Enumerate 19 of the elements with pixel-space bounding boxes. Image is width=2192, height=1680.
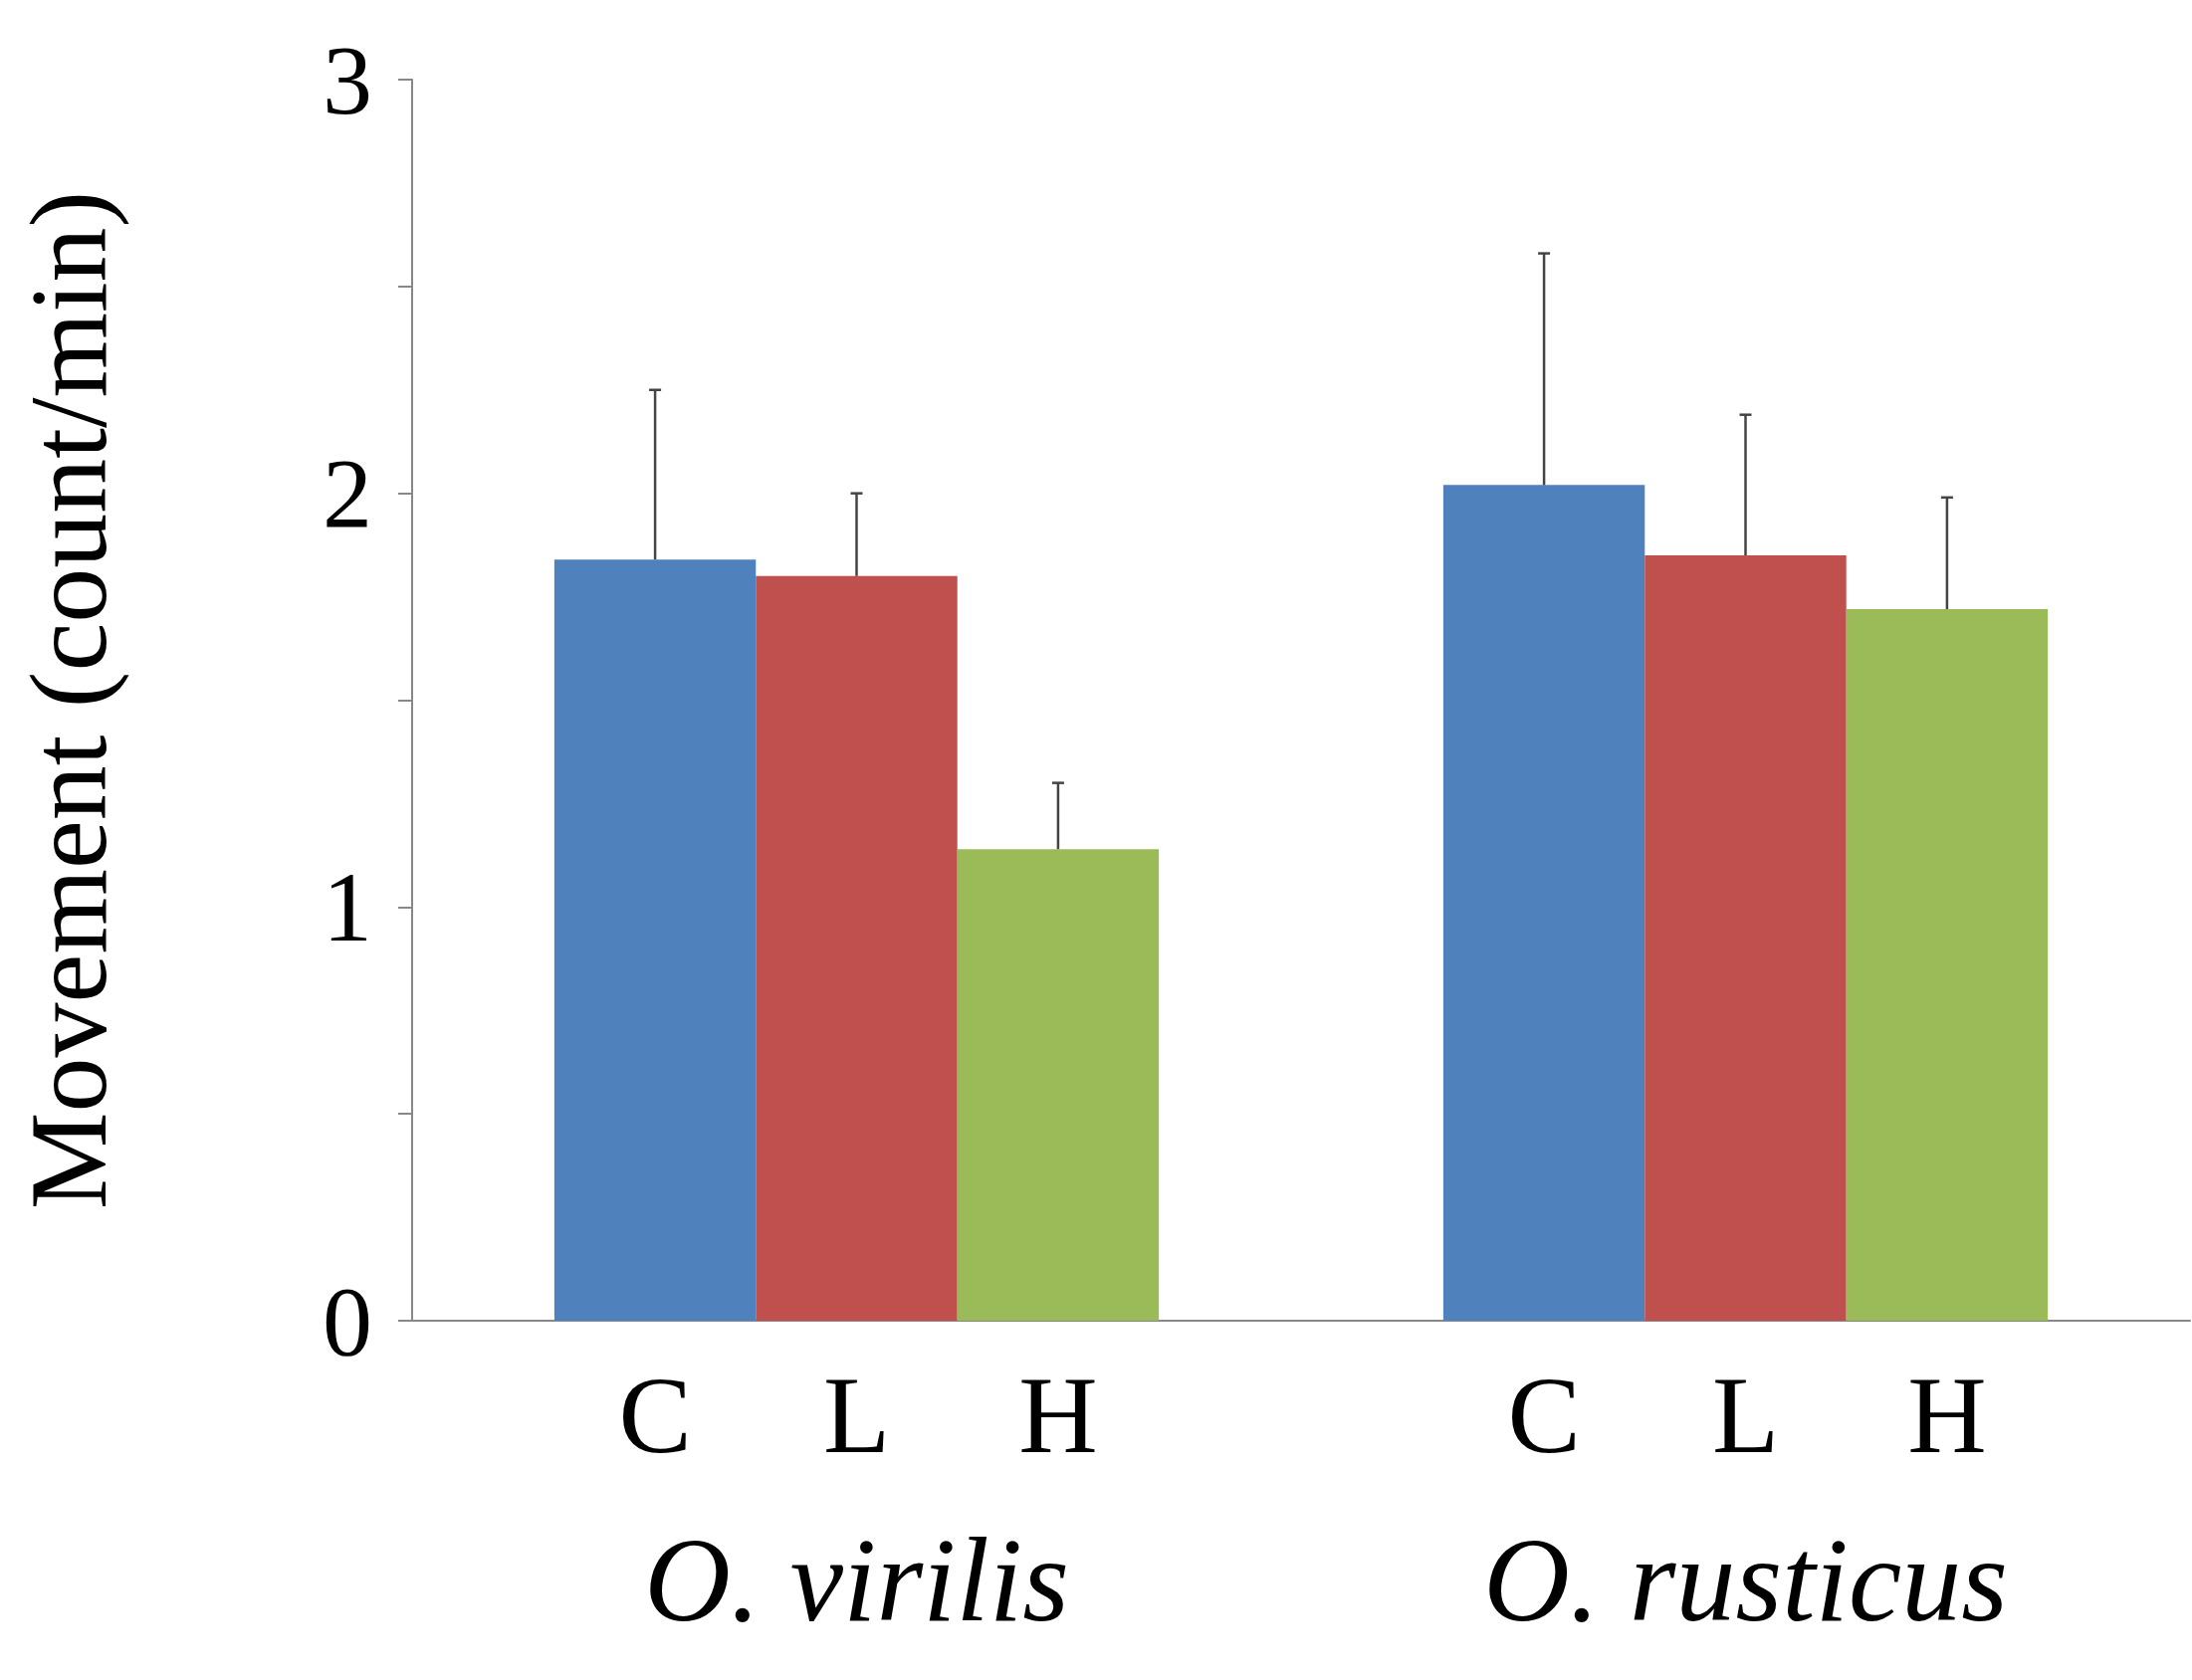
series-label: H	[1018, 1355, 1098, 1476]
bar	[1644, 555, 1847, 1321]
bar	[553, 559, 757, 1321]
series-label: C	[618, 1355, 692, 1476]
y-axis-title: Movement (count/min)	[8, 190, 129, 1210]
x-tick-label: O. rusticus	[1483, 1513, 2008, 1646]
x-tick-label: O. virilis	[644, 1513, 1069, 1646]
bar	[1846, 609, 2049, 1321]
text: H	[1907, 1355, 1987, 1476]
bar	[957, 849, 1160, 1321]
y-tick-label: 0	[323, 1265, 372, 1376]
text: C	[1507, 1355, 1581, 1476]
bar	[1442, 485, 1645, 1321]
y-tick-label: 1	[323, 851, 372, 962]
y-tick-label: 3	[323, 24, 372, 135]
text: L	[1711, 1355, 1780, 1476]
series-label: L	[822, 1355, 891, 1476]
bar	[756, 575, 958, 1321]
y-tick-label: 2	[323, 438, 372, 549]
